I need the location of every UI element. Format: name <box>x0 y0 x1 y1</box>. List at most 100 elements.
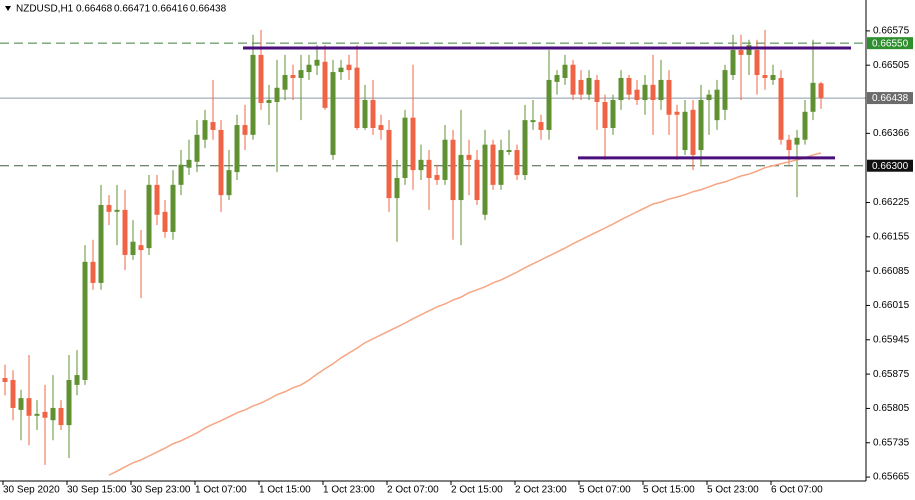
candle-body <box>394 177 400 199</box>
candle-body <box>570 64 576 95</box>
candle-body <box>42 411 48 418</box>
candle-body <box>490 144 496 185</box>
candle-body <box>802 111 808 140</box>
candle-body <box>626 77 632 95</box>
candle-body <box>2 378 8 382</box>
candle-body <box>738 50 744 55</box>
candle-body <box>714 89 720 121</box>
candle-body <box>594 79 600 102</box>
candle-body <box>338 67 344 73</box>
candle-body <box>586 77 592 95</box>
header-value: 0.66468 <box>76 4 113 15</box>
candle-body <box>138 245 144 251</box>
price-tag-label: 0.66438 <box>872 93 909 104</box>
y-tick-label: 0.65875 <box>873 369 910 380</box>
candle-body <box>578 79 584 95</box>
candle-body <box>186 159 192 168</box>
candle-body <box>474 159 480 201</box>
x-tick-label: 5 Oct 23:00 <box>707 485 759 496</box>
menu-arrow[interactable] <box>5 6 11 11</box>
candle-body <box>282 75 288 90</box>
candle-body <box>90 261 96 283</box>
candle-body <box>58 407 64 426</box>
y-tick-label: 0.65945 <box>873 334 910 345</box>
candle-body <box>378 125 384 130</box>
candle-body <box>66 379 72 426</box>
candle-body <box>450 139 456 201</box>
candle-body <box>314 59 320 66</box>
candle-body <box>770 75 776 80</box>
candle-body <box>730 50 736 76</box>
candle-body <box>98 204 104 283</box>
moving-average <box>108 152 822 476</box>
plot-area <box>0 29 866 476</box>
candle-body <box>162 211 168 232</box>
x-tick-label: 30 Sep 23:00 <box>131 485 191 496</box>
candle-body <box>18 398 24 410</box>
candle-body <box>242 125 248 135</box>
x-tick-label: 30 Sep 15:00 <box>67 485 127 496</box>
candle-body <box>642 84 648 101</box>
y-tick-label: 0.65735 <box>873 437 910 448</box>
candle-body <box>522 120 528 176</box>
candle-body <box>674 111 680 115</box>
candle-body <box>50 407 56 421</box>
candle-body <box>234 125 240 173</box>
x-tick-label: 6 Oct 07:00 <box>771 485 823 496</box>
candle-body <box>122 209 128 255</box>
candle-body <box>650 84 656 101</box>
y-tick-label: 0.66575 <box>873 26 910 37</box>
candle-body <box>306 64 312 73</box>
candle-body <box>610 100 616 128</box>
candle-body <box>410 117 416 171</box>
candle-body <box>818 83 824 99</box>
header-value: 0.66471 <box>114 4 151 15</box>
candle-body <box>786 139 792 151</box>
candle-body <box>154 184 160 215</box>
candle-body <box>298 70 304 78</box>
price-tag-label: 0.66550 <box>872 38 909 49</box>
y-tick-label: 0.66505 <box>873 60 910 71</box>
x-tick-label: 1 Oct 15:00 <box>259 485 311 496</box>
x-tick-label: 1 Oct 07:00 <box>195 485 247 496</box>
candle-body <box>778 77 784 140</box>
candle-body <box>506 150 512 152</box>
candle-body <box>426 159 432 178</box>
header-value: 0.66438 <box>190 4 227 15</box>
candle-body <box>354 67 360 128</box>
candle-body <box>706 94 712 101</box>
candle-body <box>74 375 80 385</box>
y-tick-label: 0.66155 <box>873 231 910 242</box>
candle-body <box>26 398 32 416</box>
candle-body <box>690 109 696 155</box>
candle-body <box>402 117 408 178</box>
candle-body <box>362 100 368 128</box>
y-tick-label: 0.65665 <box>873 472 910 483</box>
candle-body <box>146 184 152 249</box>
candle-body <box>442 139 448 180</box>
candle-body <box>434 175 440 180</box>
x-tick-label: 5 Oct 07:00 <box>579 485 631 496</box>
y-tick-label: 0.66085 <box>873 266 910 277</box>
candle-body <box>34 413 40 416</box>
candle-body <box>178 164 184 185</box>
candle-body <box>794 137 800 145</box>
candle-body <box>498 150 504 185</box>
y-tick-label: 0.66366 <box>873 128 910 139</box>
candle-body <box>466 154 472 160</box>
candle-body <box>226 170 232 196</box>
candle-body <box>458 154 464 201</box>
candle-body <box>266 100 272 103</box>
candle-body <box>130 241 136 255</box>
candle-body <box>634 89 640 101</box>
candle-body <box>658 79 664 101</box>
candle-body <box>290 75 296 78</box>
price-tag-label: 0.66300 <box>872 161 909 172</box>
symbol: NZDUSD,H1 <box>16 4 74 15</box>
x-tick-label: 2 Oct 15:00 <box>451 485 503 496</box>
candle-body <box>514 150 520 176</box>
candle-body <box>250 54 256 135</box>
candle-body <box>10 379 16 408</box>
candle-body <box>370 100 376 128</box>
